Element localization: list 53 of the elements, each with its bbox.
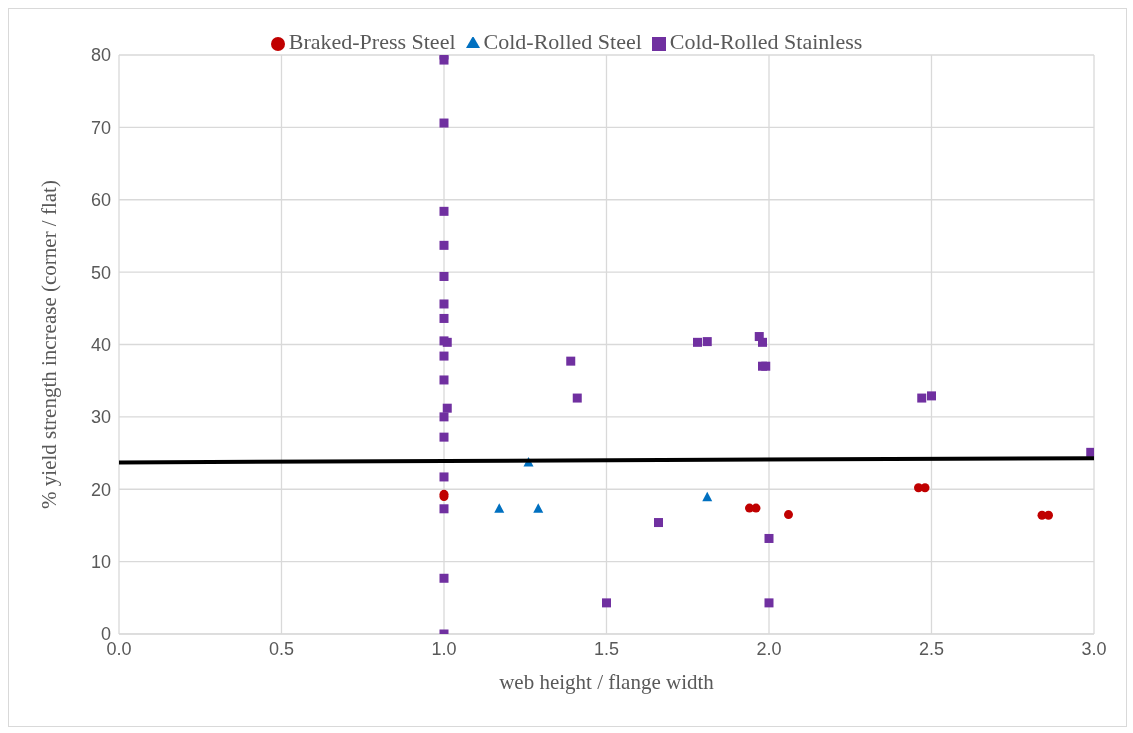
point [751, 503, 761, 513]
point [439, 432, 449, 442]
point [917, 393, 927, 403]
point [439, 313, 449, 323]
x-tick-label: 3.0 [1081, 638, 1107, 659]
point [761, 361, 771, 371]
point [654, 518, 663, 528]
point [439, 271, 449, 281]
y-tick-label: 30 [90, 407, 111, 428]
y-tick-label: 60 [90, 190, 111, 211]
y-tick-label: 70 [90, 117, 111, 138]
point [439, 55, 449, 65]
point [442, 403, 452, 413]
legend-label: Braked-Press Steel [288, 29, 456, 54]
legend-label: Cold-Rolled Steel [483, 29, 642, 54]
y-tick-label: 80 [90, 45, 111, 66]
y-axis-title: % yield strength increase (corner / flat) [37, 180, 62, 509]
point [439, 504, 449, 514]
y-tick-label: 40 [90, 334, 111, 355]
point [494, 503, 505, 513]
point [702, 337, 712, 347]
y-tick-label: 10 [90, 552, 111, 573]
point [602, 598, 611, 608]
x-tick-label: 1.5 [593, 638, 620, 659]
point [693, 337, 702, 347]
point [927, 391, 936, 401]
point [764, 533, 774, 543]
point [439, 206, 449, 216]
y-tick-label: 20 [90, 479, 111, 500]
point [920, 483, 930, 493]
point [439, 375, 449, 385]
x-tick-label: 2.0 [756, 638, 782, 659]
point [764, 598, 774, 608]
legend-label: Cold-Rolled Stainless [669, 29, 863, 54]
point [439, 299, 449, 309]
point [784, 510, 793, 520]
point [758, 337, 767, 347]
point [439, 351, 449, 361]
x-tick-label: 1.0 [431, 638, 457, 659]
point [439, 118, 449, 128]
point [439, 573, 449, 583]
x-tick-label: 0.5 [268, 638, 295, 659]
point [566, 356, 576, 366]
point [1044, 510, 1053, 520]
point [533, 503, 544, 513]
point [439, 472, 449, 482]
y-tick-label: 50 [90, 262, 111, 283]
point [572, 393, 582, 403]
point [702, 491, 713, 502]
x-tick-label: 2.5 [918, 638, 945, 659]
point [439, 412, 449, 422]
x-axis-title: web height / flange width [499, 670, 715, 694]
point [439, 240, 449, 250]
